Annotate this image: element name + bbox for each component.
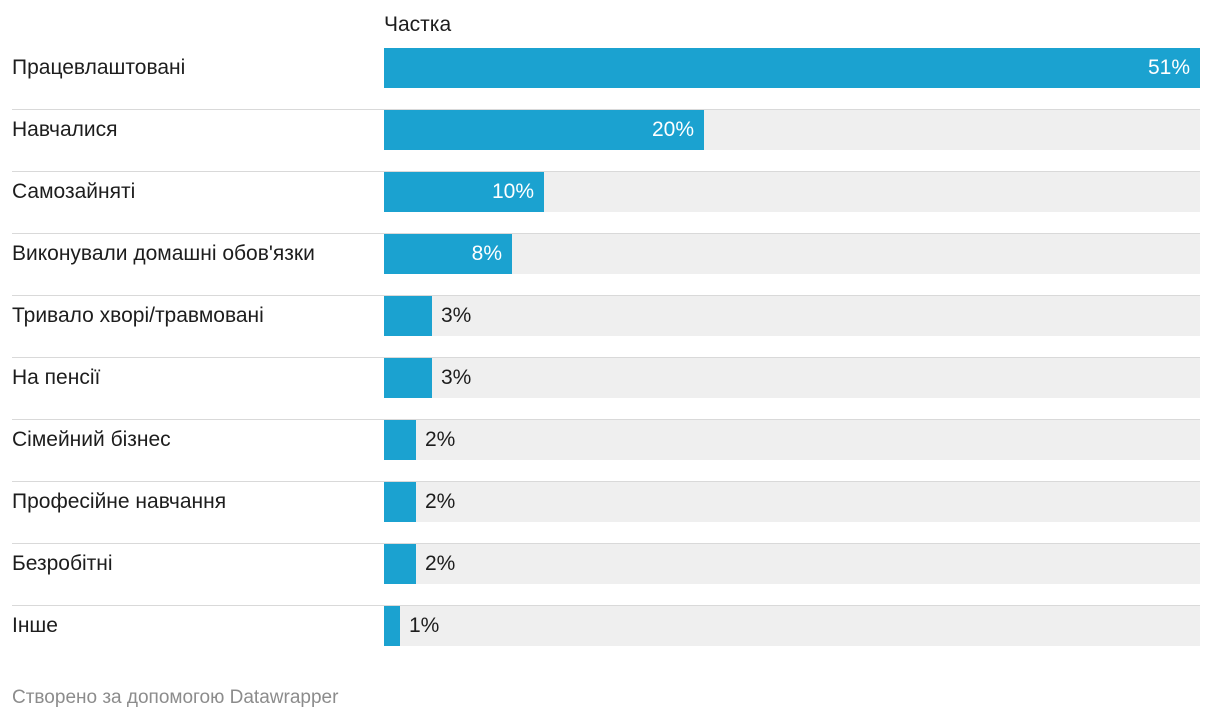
bar-track: 8% xyxy=(384,234,1200,274)
bar xyxy=(384,110,704,150)
value-label: 1% xyxy=(409,614,440,637)
bar xyxy=(384,234,512,274)
row-divider xyxy=(12,419,1200,420)
bar xyxy=(384,48,1200,88)
bar xyxy=(384,482,416,522)
chart-row: Виконували домашні обов'язки 8% xyxy=(12,234,1200,296)
bar xyxy=(384,606,400,646)
category-label: Тривало хворі/травмовані xyxy=(12,304,264,327)
bar xyxy=(384,358,432,398)
chart-row: Навчалися 20% xyxy=(12,110,1200,172)
category-label: Виконували домашні обов'язки xyxy=(12,242,315,265)
value-label: 10% xyxy=(491,180,534,203)
row-divider xyxy=(12,109,1200,110)
category-label: На пенсії xyxy=(12,366,101,389)
bar-track: 3% xyxy=(384,296,1200,336)
category-label: Навчалися xyxy=(12,118,118,141)
chart-row: Сімейний бізнес 2% xyxy=(12,420,1200,482)
bar xyxy=(384,420,416,460)
chart-row: Працевлаштовані 51% xyxy=(12,48,1200,110)
bar-track: 2% xyxy=(384,482,1200,522)
bar xyxy=(384,172,544,212)
category-label: Безробітні xyxy=(12,552,113,575)
bar-track: 3% xyxy=(384,358,1200,398)
bar xyxy=(384,544,416,584)
value-label: 20% xyxy=(651,118,694,141)
category-label: Працевлаштовані xyxy=(12,56,186,79)
chart-row: Професійне навчання 2% xyxy=(12,482,1200,544)
chart-row: Самозайняті 10% xyxy=(12,172,1200,234)
bar-track: 2% xyxy=(384,420,1200,460)
value-label: 51% xyxy=(1147,56,1190,79)
chart-row: Тривало хворі/травмовані 3% xyxy=(12,296,1200,358)
value-label: 3% xyxy=(441,366,472,389)
bar-track: 1% xyxy=(384,606,1200,646)
column-header: Частка xyxy=(384,13,452,36)
footer-credit: Створено за допомогою Datawrapper xyxy=(12,687,339,708)
category-label: Професійне навчання xyxy=(12,490,227,513)
bar-track: 10% xyxy=(384,172,1200,212)
bar-track: 2% xyxy=(384,544,1200,584)
row-divider xyxy=(12,171,1200,172)
row-divider xyxy=(12,233,1200,234)
value-label: 2% xyxy=(425,552,456,575)
chart-row: Інше 1% xyxy=(12,606,1200,668)
value-label: 8% xyxy=(471,242,502,265)
chart-row: На пенсії 3% xyxy=(12,358,1200,420)
bar-track: 20% xyxy=(384,110,1200,150)
value-label: 2% xyxy=(425,428,456,451)
bar xyxy=(384,296,432,336)
value-label: 2% xyxy=(425,490,456,513)
category-label: Самозайняті xyxy=(12,180,136,203)
row-divider xyxy=(12,481,1200,482)
category-label: Сімейний бізнес xyxy=(12,428,171,451)
row-divider xyxy=(12,543,1200,544)
value-label: 3% xyxy=(441,304,472,327)
row-divider xyxy=(12,295,1200,296)
category-label: Інше xyxy=(12,614,58,637)
chart-row: Безробітні 2% xyxy=(12,544,1200,606)
row-divider xyxy=(12,357,1200,358)
bar-track: 51% xyxy=(384,48,1200,88)
row-divider xyxy=(12,605,1200,606)
